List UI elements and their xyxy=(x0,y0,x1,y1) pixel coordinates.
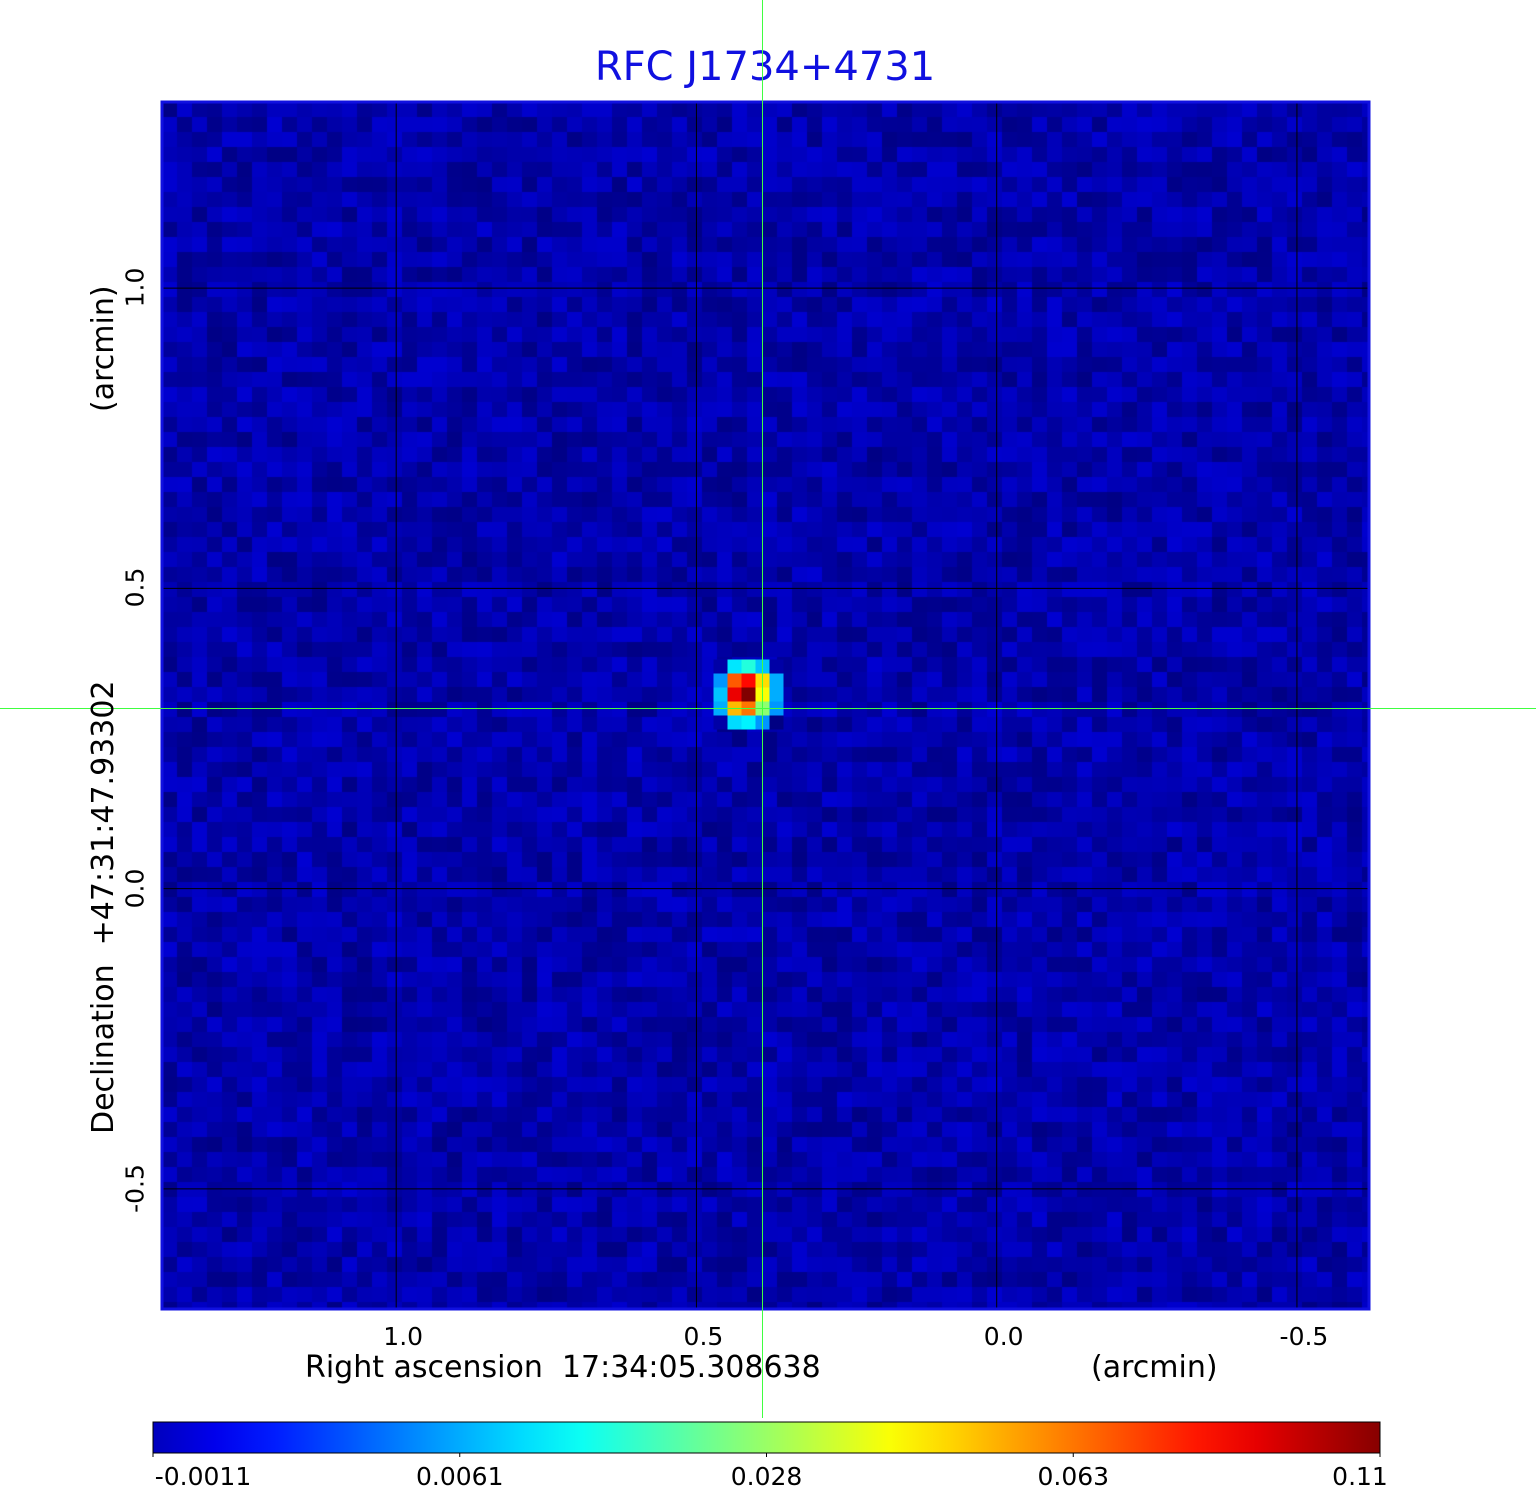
colorbar-tick-label: 0.028 xyxy=(730,1462,803,1491)
source-pixel xyxy=(727,715,742,730)
colorbar-tick-label: -0.0011 xyxy=(154,1462,252,1491)
source-pixel xyxy=(741,687,756,702)
source-pixel xyxy=(713,715,728,730)
source-pixel xyxy=(769,673,784,688)
source-pixel xyxy=(727,687,742,702)
source-pixel xyxy=(741,659,756,674)
y-axis-unit: (arcmin) xyxy=(86,285,121,412)
chart-title: RFC J1734+4731 xyxy=(594,44,936,90)
y-tick-label: -0.5 xyxy=(120,1164,150,1213)
colorbar-tick-label: 0.11 xyxy=(1332,1462,1388,1491)
x-axis-unit: (arcmin) xyxy=(1091,1350,1218,1385)
source-pixel xyxy=(741,673,756,688)
source-pixel xyxy=(713,687,728,702)
source-pixel xyxy=(727,659,742,674)
y-axis-label: Declination +47:31:47.93302 xyxy=(86,680,121,1134)
colorbar xyxy=(152,1421,1381,1454)
source-pixel xyxy=(727,673,742,688)
source-pixel xyxy=(713,659,728,674)
x-tick-label: 1.0 xyxy=(383,1322,424,1351)
source-pixel xyxy=(741,715,756,730)
x-tick-label: 0.5 xyxy=(683,1322,724,1351)
source-pixel xyxy=(769,659,784,674)
y-tick-label: 0.5 xyxy=(120,568,150,608)
y-tick-label: 0.0 xyxy=(120,868,150,909)
x-tick-label: 0.0 xyxy=(983,1322,1024,1351)
plot-frame xyxy=(160,100,1371,1311)
source-pixel xyxy=(769,715,784,730)
x-tick-label: -0.5 xyxy=(1279,1322,1329,1351)
colorbar-tick-label: 0.063 xyxy=(1037,1462,1110,1491)
x-axis-label: Right ascension 17:34:05.308638 xyxy=(305,1350,821,1385)
source-pixel xyxy=(713,673,728,688)
y-tick-label: 1.0 xyxy=(120,267,150,308)
source-pixel xyxy=(769,687,784,702)
colorbar-tick-label: 0.0061 xyxy=(416,1462,504,1491)
